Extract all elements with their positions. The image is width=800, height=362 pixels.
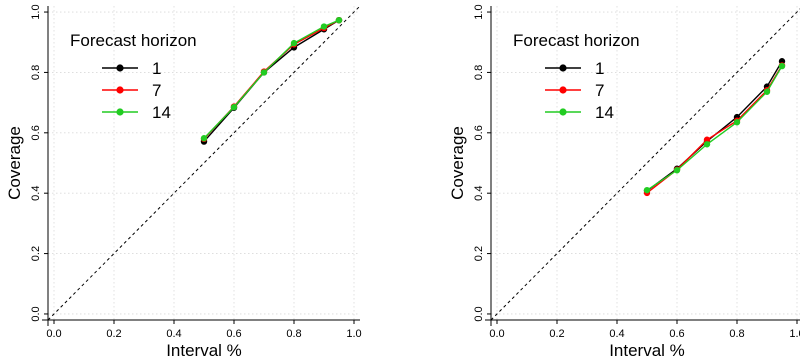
grid [48, 6, 360, 320]
y-tick-label: 1.0 [473, 4, 485, 19]
legend-swatch-point [559, 108, 567, 116]
legend-swatch-point [116, 108, 124, 116]
series-line [646, 65, 783, 194]
legend-label: 7 [595, 81, 604, 100]
x-tick-label: 1.0 [789, 328, 800, 340]
data-point [260, 69, 268, 76]
legend-title: Forecast horizon [70, 31, 197, 50]
reference-line [47, 5, 361, 321]
legend-swatch-point [116, 86, 124, 94]
series-14 [200, 16, 343, 142]
legend-label: 1 [595, 59, 604, 78]
x-tick-label: 1.0 [346, 328, 361, 340]
series-line [203, 19, 340, 140]
legend-label: 7 [152, 81, 161, 100]
x-tick-label: 0.8 [286, 328, 301, 340]
x-tick-label: 0.4 [166, 328, 181, 340]
series-line [203, 19, 340, 143]
series-7 [200, 16, 343, 143]
data-point [200, 135, 208, 142]
x-tick-label: 0.6 [669, 328, 684, 340]
x-tick-label: 0.8 [729, 328, 744, 340]
data-point [703, 136, 711, 143]
series-line [203, 19, 340, 139]
y-tick-label: 0.2 [30, 246, 42, 261]
data-point [290, 39, 298, 47]
legend-title: Forecast horizon [513, 31, 640, 50]
data-point [733, 119, 741, 126]
x-axis-title: Interval % [609, 341, 685, 360]
y-tick-label: 0.6 [30, 125, 42, 140]
x-tick-label: 0.4 [609, 328, 624, 340]
y-axis-title: Coverage [448, 126, 467, 200]
y-tick-label: 1.0 [30, 4, 42, 19]
data-point [763, 88, 771, 95]
x-tick-label: 0.2 [106, 328, 121, 340]
y-tick-label: 0.2 [473, 246, 485, 261]
data-point [778, 62, 786, 70]
data-point [335, 16, 343, 24]
x-tick-label: 0.2 [549, 328, 564, 340]
chart-panel-2: 0.0 0.2 0.4 0.6 0.8 1.0 0.0 0.2 0.4 0.6 0.8 1.0 Inte… [448, 4, 800, 360]
data-point [673, 167, 681, 174]
y-tick-label: 0.0 [30, 306, 42, 321]
legend-swatch-point [559, 64, 567, 72]
series-1 [200, 16, 343, 145]
legend: Forecast horizon 1 7 14 [70, 31, 197, 122]
x-tick-label: 0.0 [489, 328, 504, 340]
series-line [646, 60, 783, 192]
legend-label: 14 [595, 103, 614, 122]
series-7 [643, 62, 786, 197]
legend-label: 14 [152, 103, 171, 122]
y-tick-label: 0.4 [473, 186, 485, 201]
series-14 [643, 62, 786, 194]
data-point [703, 141, 711, 148]
legend-swatch-point [116, 64, 124, 72]
y-tick-label: 0.6 [473, 125, 485, 140]
data-point [643, 186, 651, 194]
legend-swatch-point [559, 86, 567, 94]
data-point [230, 103, 238, 111]
x-axis-title: Interval % [166, 341, 242, 360]
x-tick-label: 0.0 [46, 328, 61, 340]
y-axis-title: Coverage [5, 126, 24, 200]
y-tick-label: 0.0 [473, 306, 485, 321]
y-tick-label: 0.4 [30, 186, 42, 201]
legend: Forecast horizon 1 7 14 [513, 31, 640, 122]
series-line [646, 65, 783, 191]
x-tick-label: 0.6 [226, 328, 241, 340]
reference-line [490, 8, 800, 321]
y-tick-label: 0.8 [30, 65, 42, 80]
y-tick-label: 0.8 [473, 65, 485, 80]
legend-label: 1 [152, 59, 161, 78]
series-1 [643, 58, 786, 194]
chart-panel-1: 0.0 0.2 0.4 0.6 0.8 1.0 0.0 0.2 0.4 0.6 0.8 1.0 Inte… [5, 4, 362, 360]
data-point [320, 23, 328, 30]
